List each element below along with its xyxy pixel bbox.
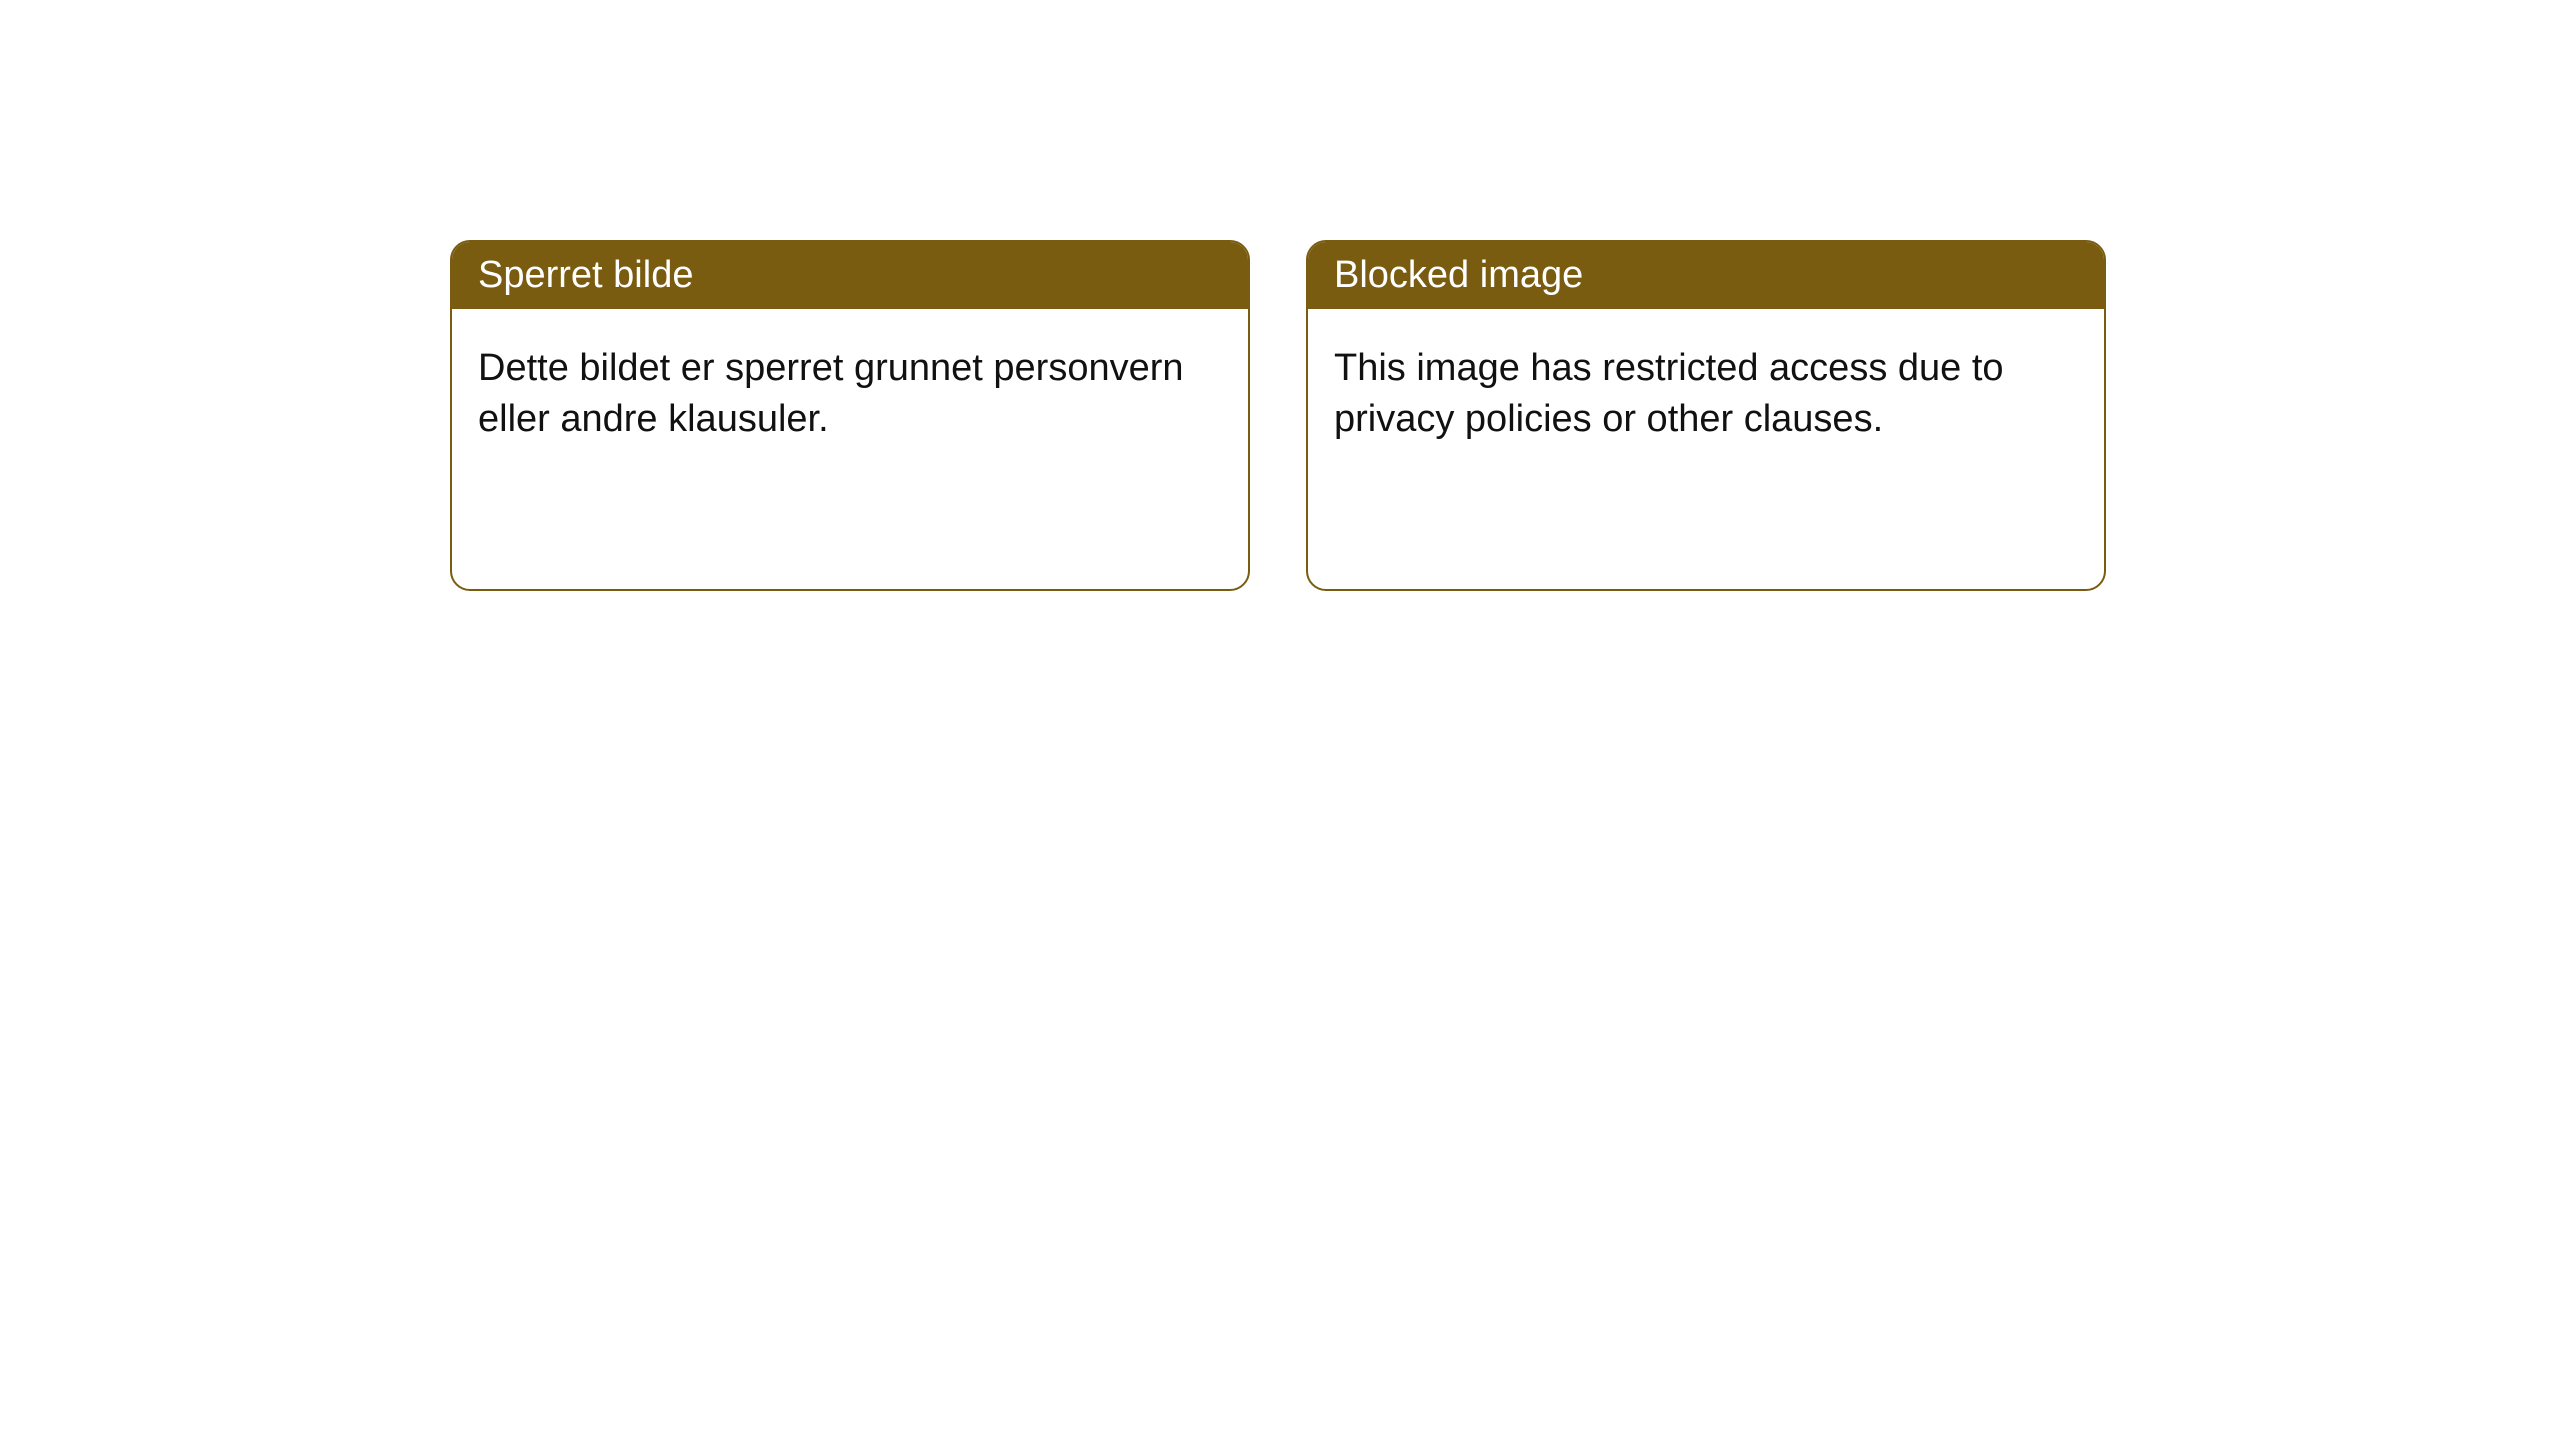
card-title: Sperret bilde bbox=[478, 254, 693, 296]
notice-cards-container: Sperret bilde Dette bildet er sperret gr… bbox=[450, 240, 2106, 591]
notice-card-norwegian: Sperret bilde Dette bildet er sperret gr… bbox=[450, 240, 1250, 591]
card-header: Blocked image bbox=[1308, 242, 2104, 309]
card-title: Blocked image bbox=[1334, 254, 1583, 296]
card-body: This image has restricted access due to … bbox=[1308, 309, 2104, 589]
card-body: Dette bildet er sperret grunnet personve… bbox=[452, 309, 1248, 589]
card-header: Sperret bilde bbox=[452, 242, 1248, 309]
notice-card-english: Blocked image This image has restricted … bbox=[1306, 240, 2106, 591]
card-body-text: Dette bildet er sperret grunnet personve… bbox=[478, 347, 1184, 440]
card-body-text: This image has restricted access due to … bbox=[1334, 347, 2004, 440]
